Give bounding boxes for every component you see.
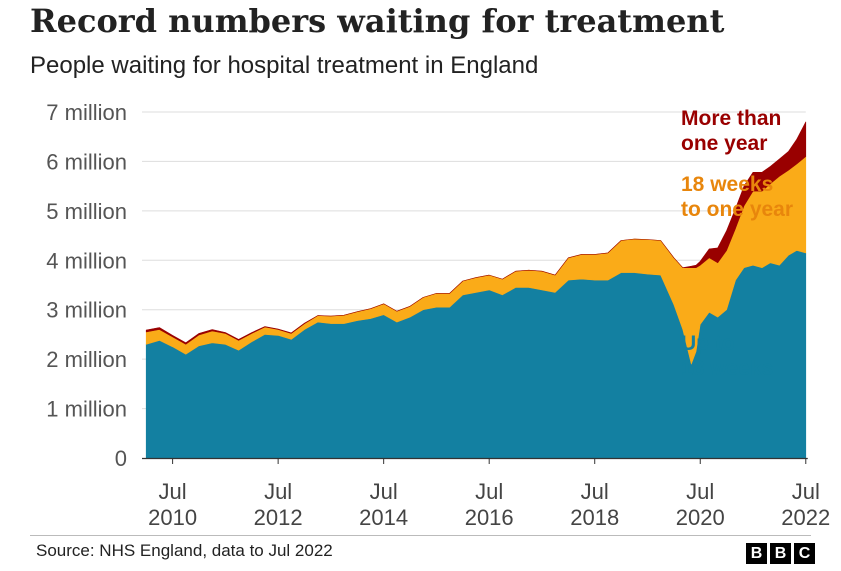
series-label-0-line2: one year [681,132,767,155]
area-series-2 [145,121,807,345]
source-note: Source: NHS England, data to Jul 2022 [36,541,333,560]
x-tick-label-month-4: Jul [581,479,609,504]
bbc-logo-block-c: C [794,543,815,564]
y-tick-label-3: 3 million [46,298,127,323]
x-tick-label-month-5: Jul [686,479,714,504]
x-tick-label-year-0: 2010 [148,505,197,530]
series-label-2-line1: Up to [681,332,735,355]
y-tick-label-0: 0 [115,446,127,471]
x-tick-label-month-6: Jul [792,479,820,504]
y-tick-label-7: 7 million [46,100,127,125]
x-tick-label-month-3: Jul [475,479,503,504]
y-tick-label-5: 5 million [46,199,127,224]
chart-subtitle: People waiting for hospital treatment in… [30,52,539,79]
bbc-logo: B B C [746,543,815,564]
chart-title: Record numbers waiting for treatment [30,2,725,40]
y-tick-label-4: 4 million [46,248,127,273]
x-tick-label-month-0: Jul [159,479,187,504]
series-label-1-line1: 18 weeks [681,173,773,196]
x-tick-label-year-1: 2012 [254,505,303,530]
bbc-logo-block-b2: B [770,543,791,564]
x-tick-label-year-5: 2020 [676,505,725,530]
series-label-2-line2: 18 weeks [681,357,773,380]
y-tick-label-6: 6 million [46,149,127,174]
x-tick-label-month-2: Jul [370,479,398,504]
y-axis-ticks: 0 1 million 2 million 3 million 4 million 5 m… [46,100,127,471]
x-tick-label-year-4: 2018 [570,505,619,530]
footer-divider [30,535,811,536]
series-label-0-line1: More than [681,107,781,130]
x-tick-label-year-2: 2014 [359,505,408,530]
x-tick-label-year-6: 2022 [781,505,830,530]
x-tick-label-year-3: 2016 [465,505,514,530]
series-label-1-line2: to one year [681,198,793,221]
y-tick-label-2: 2 million [46,347,127,372]
x-tick-label-month-1: Jul [264,479,292,504]
y-tick-label-1: 1 million [46,397,127,422]
x-axis-ticks: Jul2010Jul2012Jul2014Jul2016Jul2018Jul20… [148,458,830,530]
bbc-logo-block-b1: B [746,543,767,564]
